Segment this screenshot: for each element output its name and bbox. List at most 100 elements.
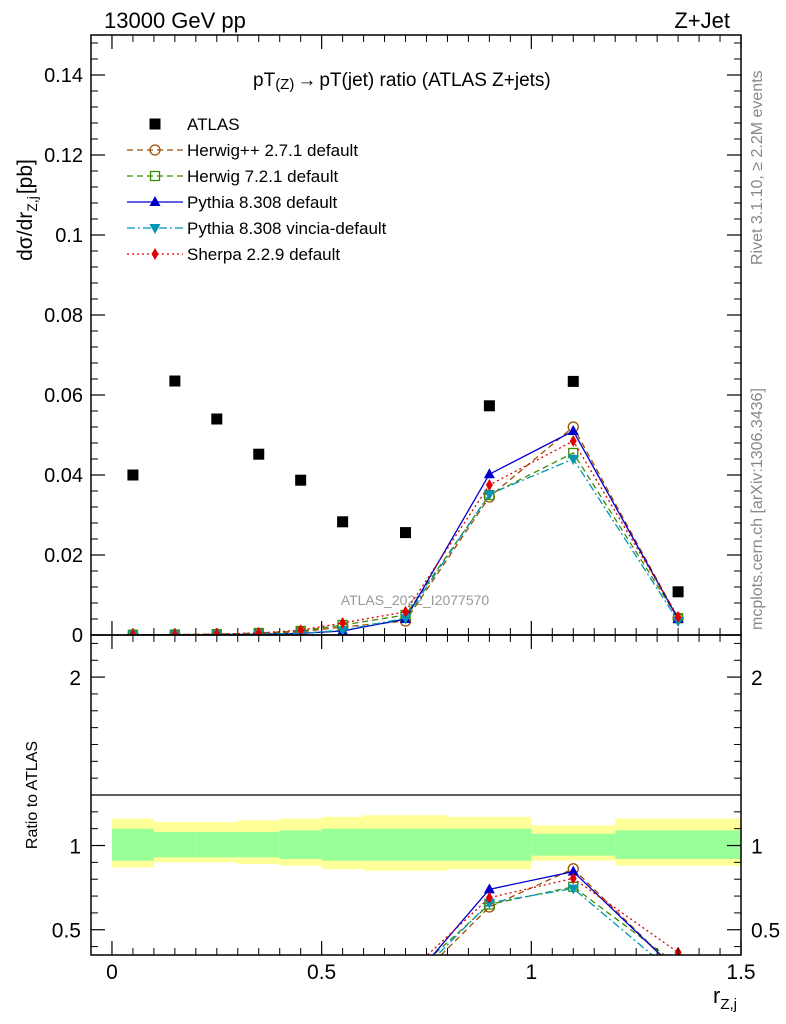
- legend-label-1: Herwig++ 2.7.1 default: [187, 141, 358, 160]
- ratio-ytick-label-right-1: 1: [751, 836, 763, 859]
- main-point-3-8: [567, 425, 579, 435]
- main-point-0-5: [337, 516, 349, 528]
- main-point-4-7: [483, 490, 495, 501]
- main-point-5-3: [255, 627, 263, 635]
- main-ylabel-unit: [pb]: [14, 159, 37, 194]
- ratio-series-line-2: [432, 870, 662, 955]
- legend-marker-0: [149, 118, 161, 130]
- main-point-5-0: [129, 628, 137, 635]
- band-inner-9: [615, 830, 741, 859]
- main-point-4-5: [337, 626, 349, 635]
- main-ytick-label-1: 0.02: [44, 545, 83, 567]
- ratio-point-3-2: [567, 884, 579, 895]
- ratio-xtick-label-0: 0: [106, 961, 118, 984]
- main-point-0-4: [295, 474, 307, 486]
- main-point-4-6: [400, 614, 412, 625]
- legend-label-0: ATLAS: [187, 115, 240, 134]
- ratio-series-line-0: [440, 867, 662, 955]
- main-ytick-label-5: 0.1: [55, 225, 83, 247]
- rivet-label: Rivet 3.1.10, ≥ 2.2M events: [749, 70, 766, 265]
- ratio-series-line-3: [436, 887, 654, 955]
- main-point-0-2: [211, 413, 223, 425]
- main-axes: 0 0.02 0.04 0.06 0.08 0.1 0.12 0.14: [44, 35, 742, 647]
- ratio-axes: 0.5 0.5 1 1 2 2 0 0.5 1 1.5: [52, 635, 780, 984]
- legend-label-2: Herwig 7.2.1 default: [187, 167, 338, 186]
- main-panel: ATLAS_2022_I2077570 0 0.02 0.04 0.06 0.08 0.1…: [14, 34, 742, 647]
- ratio-ytick-label-right-2: 2: [751, 667, 763, 690]
- ratio-ytick-label-0: 0.5: [52, 920, 81, 943]
- legend-marker-3: [149, 196, 161, 206]
- ratio-point-2-2: [567, 865, 579, 876]
- main-title-arrow: →: [297, 70, 316, 91]
- main-title-z: (Z): [275, 76, 294, 93]
- legend-entry-0: ATLAS: [149, 115, 240, 134]
- main-ylabel-sub: Z,j: [24, 196, 40, 212]
- main-point-0-9: [672, 586, 684, 598]
- main-point-3-7: [483, 468, 495, 479]
- band-inner-1: [153, 832, 196, 858]
- mcplots-label: mcplots.cern.ch [arXiv:1306.3436]: [749, 388, 766, 630]
- band-inner-4: [279, 830, 322, 859]
- main-point-5-6: [402, 605, 410, 618]
- legend-label-5: Sherpa 2.2.9 default: [187, 245, 340, 264]
- main-ytick-label-2: 0.04: [44, 465, 83, 487]
- legend-entry-5: Sherpa 2.2.9 default: [127, 245, 340, 264]
- main-point-0-7: [483, 400, 495, 412]
- main-ylabel-main: dσ/dr: [14, 212, 37, 261]
- main-point-5-2: [213, 628, 221, 635]
- ratio-ytick-label-right-0: 0.5: [751, 920, 780, 943]
- band-inner-7: [447, 828, 532, 861]
- ratio-uncertainty-band: [111, 815, 741, 871]
- main-series-line-4: [132, 458, 679, 635]
- header-energy: 13000 GeV pp: [104, 8, 246, 33]
- ratio-ylabel: Ratio to ATLAS: [24, 741, 41, 849]
- main-title-pt: pT: [253, 70, 276, 91]
- band-inner-2: [195, 832, 238, 858]
- legend-marker-1: [149, 144, 161, 156]
- ratio-xlabel-sub: Z,j: [720, 996, 737, 1013]
- ratio-panel: 0.5 0.5 1 1 2 2 0 0.5 1 1.5 Ratio to ATLAS rZ,j: [24, 634, 780, 1013]
- main-ytick-label-6: 0.12: [44, 145, 83, 167]
- legend-entry-2: Herwig 7.2.1 default: [127, 167, 338, 186]
- ratio-ytick-label-1: 1: [69, 836, 81, 859]
- watermark: ATLAS_2022_I2077570: [341, 592, 490, 608]
- main-point-5-5: [339, 617, 347, 629]
- legend-marker-2: [149, 170, 161, 182]
- main-ytick-label-0: 0: [72, 625, 83, 647]
- legend-entry-3: Pythia 8.308 default: [127, 193, 338, 212]
- main-point-0-1: [169, 375, 181, 387]
- ratio-series-1: [432, 881, 666, 955]
- band-inner-0: [111, 828, 154, 861]
- ratio-series-3: [436, 884, 654, 955]
- ratio-point-4-2: [569, 872, 577, 885]
- ratio-series-line-4: [426, 877, 679, 955]
- main-ylabel: dσ/drZ,j [pb]: [14, 159, 40, 261]
- band-inner-3: [237, 832, 280, 858]
- main-series-0: [127, 375, 684, 598]
- legend-marker-4: [149, 224, 161, 234]
- ratio-xtick-label-3: 1.5: [726, 961, 755, 984]
- main-point-0-8: [567, 375, 579, 387]
- ratio-xtick-label-2: 1: [525, 961, 537, 984]
- ratio-point-2-1: [483, 883, 495, 894]
- band-inner-5: [321, 828, 364, 861]
- band-inner-8: [531, 833, 616, 856]
- legend-marker-5: [151, 248, 159, 260]
- ratio-xlabel-main: r: [713, 983, 720, 1008]
- main-series-5: [129, 435, 682, 635]
- main-title-rest: pT(jet) ratio (ATLAS Z+jets): [319, 70, 550, 91]
- main-point-5-1: [171, 628, 179, 635]
- main-title: pT(Z) → pT(jet) ratio (ATLAS Z+jets): [253, 70, 551, 93]
- ratio-xtick-label-1: 0.5: [307, 961, 336, 984]
- main-point-5-8: [569, 435, 577, 447]
- ratio-series: [426, 863, 682, 955]
- main-ytick-label-7: 0.14: [44, 65, 83, 87]
- header-process: Z+Jet: [674, 8, 730, 33]
- main-ytick-label-3: 0.06: [44, 385, 83, 407]
- main-point-5-4: [297, 624, 305, 635]
- main-point-0-0: [127, 469, 139, 481]
- main-point-4-8: [567, 455, 579, 465]
- ratio-series-0: [440, 863, 662, 955]
- ratio-point-4-1: [485, 891, 493, 904]
